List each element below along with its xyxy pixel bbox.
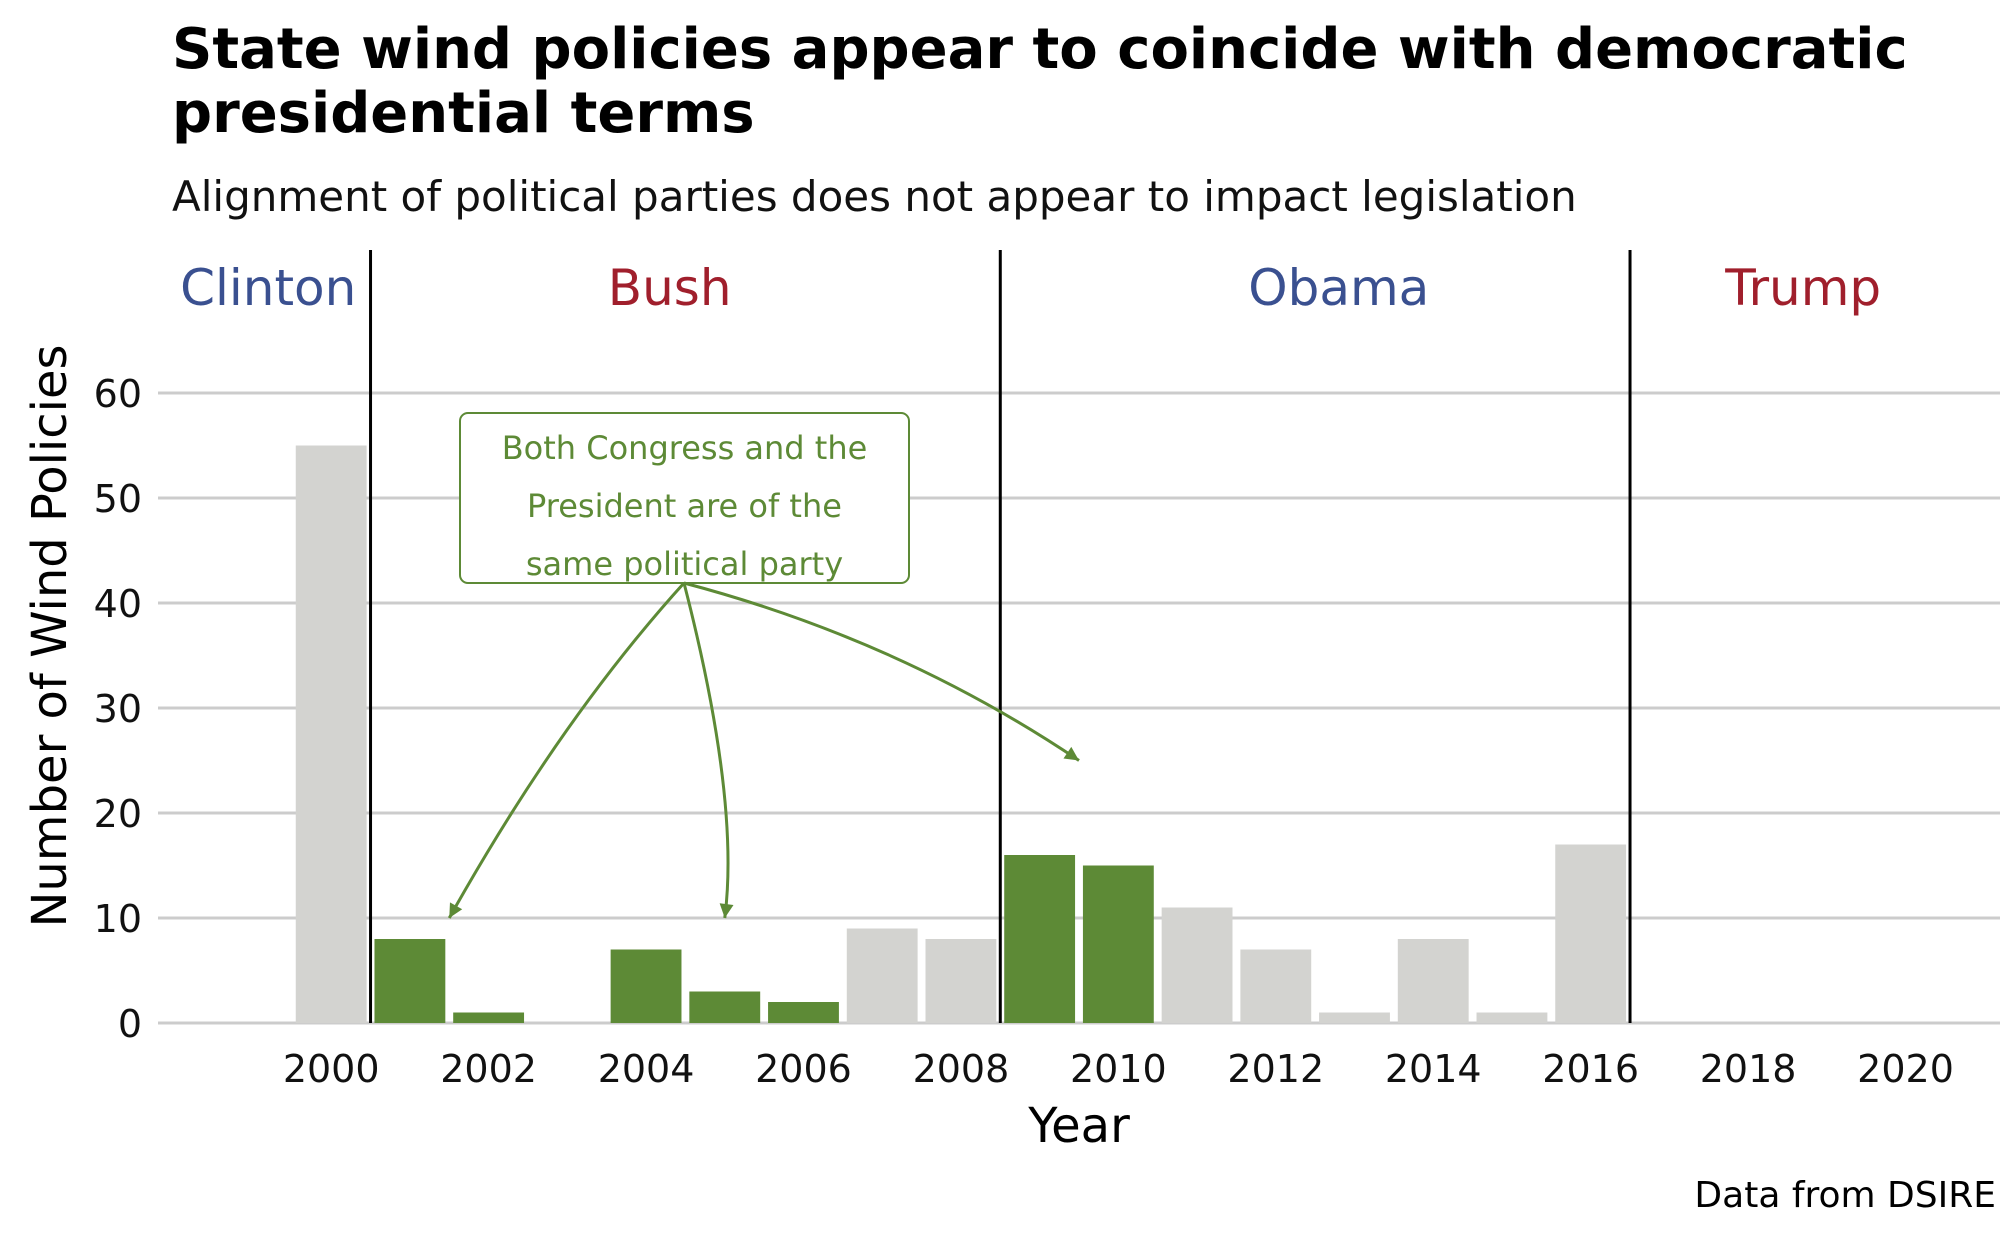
bar-2016	[1555, 844, 1627, 1023]
bar-2009	[1004, 855, 1076, 1023]
y-axis-title: Number of Wind Policies	[22, 344, 78, 927]
president-label-obama: Obama	[1248, 259, 1429, 317]
annotation-line-1: Both Congress and the	[502, 429, 868, 467]
x-tick-label-2000: 2000	[283, 1047, 380, 1091]
bar-2010	[1082, 865, 1154, 1023]
x-tick-label-2006: 2006	[755, 1047, 852, 1091]
bar-2007	[846, 928, 918, 1023]
president-label-trump: Trump	[1724, 259, 1881, 317]
y-tick-label-10: 10	[94, 897, 142, 941]
annotation-arrow-2005-head	[719, 903, 734, 918]
bar-2011	[1161, 907, 1233, 1023]
chart-title: State wind policies appear to coincide w…	[172, 17, 1908, 146]
annotation-arrow-2009	[683, 581, 1080, 762]
bar-2013	[1319, 1012, 1390, 1023]
bar-2005	[689, 991, 761, 1023]
annotation-arrow-2005	[682, 582, 730, 919]
bar-2004	[610, 949, 682, 1023]
x-tick-label-2014: 2014	[1385, 1047, 1482, 1091]
annotation-line-2: President are of the	[527, 487, 842, 525]
annotation-line-3: same political party	[526, 545, 843, 583]
chart-caption: Data from DSIRE	[1694, 1175, 1996, 1216]
annotation-arrow-2001	[447, 581, 686, 919]
bar-2008	[925, 939, 997, 1023]
y-tick-label-20: 20	[94, 792, 142, 836]
x-tick-label-2012: 2012	[1227, 1047, 1324, 1091]
bar-2012	[1240, 949, 1312, 1023]
x-tick-label-2016: 2016	[1542, 1047, 1639, 1091]
x-axis-title: Year	[1027, 1098, 1130, 1154]
president-label-bush: Bush	[608, 259, 732, 317]
bar-2006	[768, 1002, 839, 1023]
bar-2014	[1397, 939, 1469, 1023]
bar-2015	[1476, 1012, 1548, 1023]
president-label-clinton: Clinton	[180, 259, 356, 317]
y-tick-label-50: 50	[94, 477, 142, 521]
bar-2000	[295, 445, 367, 1023]
bar-2002	[453, 1012, 525, 1023]
annotation-arrow-2009-head	[1063, 746, 1079, 761]
y-tick-label-0: 0	[118, 1002, 142, 1046]
chart-subtitle: Alignment of political parties does not …	[172, 172, 1577, 221]
bar-2001	[374, 939, 446, 1023]
annotation-arrow-2001-head	[449, 902, 463, 918]
x-tick-label-2008: 2008	[913, 1047, 1010, 1091]
y-tick-label-40: 40	[94, 582, 142, 626]
y-tick-label-60: 60	[94, 372, 142, 416]
x-tick-label-2004: 2004	[598, 1047, 695, 1091]
x-tick-label-2010: 2010	[1070, 1047, 1167, 1091]
y-tick-label-30: 30	[94, 687, 142, 731]
x-tick-label-2018: 2018	[1700, 1047, 1797, 1091]
x-tick-label-2002: 2002	[440, 1047, 537, 1091]
x-tick-label-2020: 2020	[1857, 1047, 1954, 1091]
